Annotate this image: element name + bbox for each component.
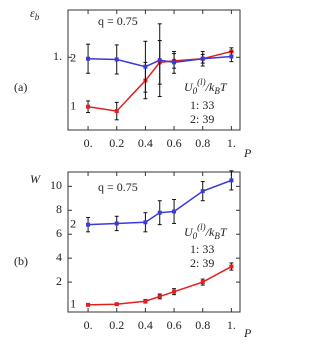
marker	[86, 104, 91, 109]
annotation-part: U	[184, 225, 194, 239]
annotation-part: B	[214, 86, 220, 96]
annotation: q = 0.75	[98, 14, 138, 28]
x-tick-label: 0.6	[167, 136, 182, 150]
x-tick-label: 0.	[84, 136, 93, 150]
y-axis-label-part: b	[35, 12, 40, 22]
x-tick-label: 0.8	[195, 136, 210, 150]
marker	[229, 264, 234, 269]
y-tick-label: 1.	[53, 49, 62, 63]
x-tick-label: 0.2	[109, 318, 124, 332]
marker	[229, 54, 234, 59]
x-tick-label: 0.4	[138, 318, 153, 332]
marker	[229, 178, 234, 183]
marker	[172, 289, 177, 294]
marker	[114, 109, 119, 114]
annotation: U0(l)/kBT	[184, 77, 228, 96]
series-label: 1	[70, 297, 76, 311]
annotation: U0(l)/kBT	[184, 222, 228, 241]
panel-label: (a)	[14, 80, 27, 94]
marker	[114, 302, 119, 307]
x-tick-label: 0.4	[138, 136, 153, 150]
y-tick-label: 10	[50, 178, 62, 192]
marker	[172, 60, 177, 65]
x-tick-label: 1.	[227, 318, 236, 332]
series-label: 1	[70, 98, 76, 112]
marker	[143, 220, 148, 225]
y-axis-label: W	[30, 172, 41, 186]
annotation: 1: 33	[190, 242, 214, 256]
annotation-part: T	[220, 225, 228, 239]
panel-label: (b)	[14, 254, 28, 268]
annotation-part: T	[220, 80, 228, 94]
marker	[200, 56, 205, 61]
marker	[86, 302, 91, 307]
x-tick-label: 0.2	[109, 136, 124, 150]
series-label: 2	[70, 216, 76, 230]
y-tick-label: 4	[56, 250, 62, 264]
marker	[143, 64, 148, 69]
annotation: 2: 39	[190, 256, 214, 270]
annotation: 1: 33	[190, 98, 214, 112]
y-tick-label: 2	[56, 274, 62, 288]
marker	[114, 221, 119, 226]
marker	[143, 299, 148, 304]
marker	[157, 294, 162, 299]
marker	[86, 222, 91, 227]
annotation-part: /k	[205, 80, 215, 94]
annotation-part: 0	[193, 231, 198, 241]
y-axis-label: εb	[30, 6, 40, 22]
marker	[157, 58, 162, 63]
series-label: 2	[70, 50, 76, 64]
annotation-part: (l)	[197, 222, 206, 232]
y-tick-label: 8	[56, 202, 62, 216]
annotation-part: (l)	[197, 77, 206, 87]
x-axis-label: P	[243, 326, 252, 340]
annotation: q = 0.75	[98, 180, 138, 194]
x-tick-label: 1.	[227, 136, 236, 150]
annotation: 2: 39	[190, 112, 214, 126]
annotation-part: /k	[205, 225, 215, 239]
marker	[200, 280, 205, 285]
marker	[172, 209, 177, 214]
marker	[114, 57, 119, 62]
annotation-part: 0	[193, 86, 198, 96]
plot-frame	[67, 9, 241, 131]
marker	[157, 210, 162, 215]
y-axis-label-part: ε	[30, 6, 35, 20]
x-tick-label: 0.6	[167, 318, 182, 332]
annotation-part: U	[184, 80, 194, 94]
annotation-part: B	[214, 231, 220, 241]
y-axis-label-part: W	[30, 172, 41, 186]
x-axis-label: P	[243, 146, 252, 160]
marker	[200, 189, 205, 194]
x-tick-label: 0.8	[195, 318, 210, 332]
x-tick-label: 0.	[84, 318, 93, 332]
y-tick-label: 6	[56, 226, 62, 240]
plot-frame	[67, 171, 241, 313]
marker	[86, 56, 91, 61]
